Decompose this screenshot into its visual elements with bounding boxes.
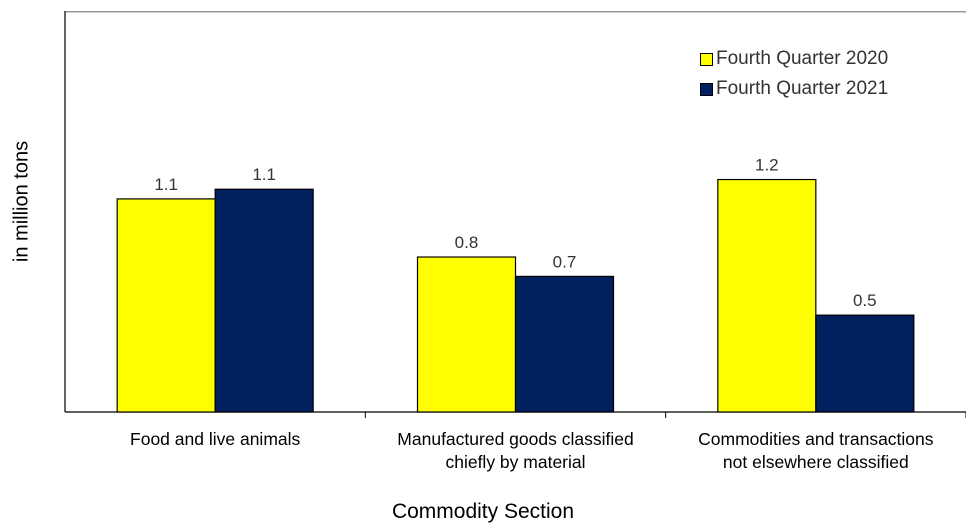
x-tick-label-1: Manufactured goods classified chiefly by … <box>366 428 666 474</box>
bar-series-0-cat-1 <box>416 256 517 413</box>
legend-swatch-2021 <box>700 82 713 96</box>
x-tick-label-2: Commodities and transactions not elsewher… <box>666 428 966 474</box>
y-axis-label: in million tons <box>10 140 33 263</box>
x-axis-label: Commodity Section <box>391 500 575 523</box>
legend-label-2020: Fourth Quarter 2020 <box>716 48 889 69</box>
x-tick-label-line: chiefly by material <box>445 452 586 472</box>
x-tick-label-line: not elsewhere classified <box>722 452 909 472</box>
data-label-series-0-cat-0: 1.1 <box>154 175 178 194</box>
legend-label-2021: Fourth Quarter 2021 <box>716 78 889 99</box>
x-tick-label-line: Manufactured goods classified <box>397 429 634 449</box>
chart-legend: Fourth Quarter 2020 Fourth Quarter 2021 <box>700 44 888 104</box>
bar-series-0-cat-2 <box>717 178 817 413</box>
data-label-series-1-cat-2: 0.5 <box>853 291 877 310</box>
legend-item-2020: Fourth Quarter 2020 <box>700 44 888 74</box>
x-tick-label-line: Commodities and transactions <box>698 429 934 449</box>
bar-series-0-cat-0 <box>116 198 216 413</box>
bar-series-1-cat-2 <box>815 314 915 413</box>
x-tick-label-line: Food and live animals <box>130 429 301 449</box>
legend-swatch-2020 <box>700 52 713 66</box>
data-label-series-0-cat-1: 0.8 <box>455 233 479 252</box>
plot-frame-top <box>65 11 966 13</box>
legend-item-2021: Fourth Quarter 2021 <box>700 74 888 104</box>
bar-series-1-cat-1 <box>514 275 615 413</box>
bar-series-1-cat-0 <box>214 188 314 413</box>
data-label-series-1-cat-1: 0.7 <box>553 252 577 271</box>
data-label-series-1-cat-0: 1.1 <box>252 165 276 184</box>
x-tick-label-0: Food and live animals <box>65 428 365 451</box>
data-label-series-0-cat-2: 1.2 <box>755 156 779 175</box>
